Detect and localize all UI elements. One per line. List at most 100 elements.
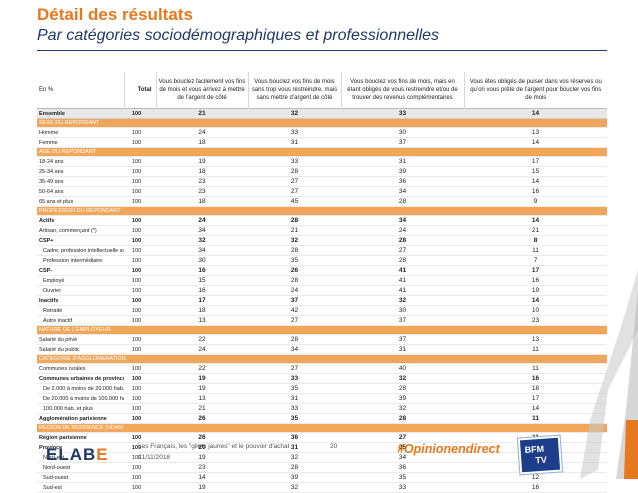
table-row: Ouvrier 100 16 24 41 19 [37,285,607,296]
row-label: Ensemble [37,108,124,119]
value-cell: 24 [156,344,248,355]
total-cell: 100 [124,156,156,167]
row-label: 35-49 ans [37,176,124,187]
value-cell: 36 [341,462,464,473]
value-cell: 26 [156,413,248,424]
value-cell: 37 [248,295,341,306]
value-cell: 34 [156,225,248,236]
section-header-row: SEXE DU REPONDANT [37,118,607,128]
total-cell: 100 [124,442,156,453]
value-cell: 31 [248,393,341,404]
table-row: 35-49 ans 100 23 27 36 14 [37,176,607,187]
row-label: Agglomération parisienne [37,413,124,424]
value-cell: 35 [248,383,341,394]
table-row: Salarié du privé 100 22 28 37 13 [37,334,607,345]
value-cell: 13 [464,127,607,138]
table-row: Retraité 100 18 42 30 10 [37,305,607,316]
value-cell: 31 [341,156,464,167]
row-label: Homme [37,127,124,138]
total-cell: 100 [124,265,156,276]
value-cell: 35 [341,442,464,453]
value-cell: 9 [464,196,607,207]
total-cell: 100 [124,255,156,266]
row-label: Région parisienne [37,432,124,443]
table-row: Communes urbaines de province 100 19 33 32 16 [37,373,607,384]
value-cell: 19 [156,452,248,463]
value-cell: 23 [156,462,248,473]
row-label: CSP- [37,265,124,276]
section-label: PROFESSION DU REPONDANT [37,206,607,216]
value-cell: 34 [156,245,248,256]
total-cell: 100 [124,432,156,443]
value-cell: 35 [341,472,464,483]
total-cell: 100 [124,403,156,414]
value-cell: 32 [156,235,248,246]
value-cell: 20 [156,442,248,453]
value-cell: 21 [156,108,248,119]
row-label: Profession intermédiaire [37,255,124,266]
column-header-answer-2: Vous bouclez vos fins de mois sans trop … [248,72,342,109]
value-cell: 32 [341,295,464,306]
row-label: 18-24 ans [37,156,124,167]
row-label: 50-64 ans [37,186,124,197]
column-header-unit: En % [37,72,125,109]
total-cell: 100 [124,315,156,326]
table-row: 18-24 ans 100 19 33 31 17 [37,156,607,167]
logo-accent-text: E [96,445,109,464]
value-cell: 22 [156,334,248,345]
value-cell: 34 [248,344,341,355]
table-row: Femme 100 18 31 37 14 [37,137,607,148]
total-cell: 100 [124,413,156,424]
row-label: CSP+ [37,235,124,246]
value-cell: 27 [248,315,341,326]
value-cell: 34 [341,452,464,463]
page-number: 20 [330,443,338,450]
row-label: Retraité [37,305,124,316]
section-label: AGE DU REPONDANT [37,147,607,157]
table-row: CSP- 100 16 26 41 17 [37,265,607,276]
value-cell: 30 [156,255,248,266]
table-row: De 20.000 à moins de 100.000 hab. 100 13 31… [37,393,607,404]
row-label: Femme [37,137,124,148]
row-label: Communes urbaines de province [37,373,124,384]
value-cell: 15 [464,166,607,177]
row-label: Salarié du public [37,344,124,355]
value-cell: 14 [156,472,248,483]
row-label: 25-34 ans [37,166,124,177]
value-cell: 42 [248,305,341,316]
value-cell: 14 [464,176,607,187]
row-label: Province [37,442,124,453]
value-cell: 41 [341,265,464,276]
value-cell: 10 [464,305,607,316]
value-cell: 28 [248,334,341,345]
column-header-total: Total [124,72,157,109]
table-row: Inactifs 100 17 37 32 14 [37,295,607,306]
value-cell: 30 [341,305,464,316]
value-cell: 16 [464,373,607,384]
value-cell: 27 [341,432,464,443]
value-cell: 23 [156,176,248,187]
total-cell: 100 [124,166,156,177]
row-label: 100.000 hab. et plus [37,403,124,414]
value-cell: 16 [156,285,248,296]
page-title: Détail des résultats [37,5,193,24]
value-cell: 32 [248,108,341,119]
section-header-row: AGE DU REPONDANT [37,147,607,157]
value-cell: 28 [248,215,341,226]
elabe-logo: ELABE [46,445,109,465]
table-row: Cadre, profession intellectuelle sup. 100… [37,245,607,256]
study-title: Les Français, les "gilets jaunes" et le … [138,443,290,450]
row-label: De 2.000 à moins de 20.000 hab. [37,383,124,394]
bfm-logo-text: BFM [524,443,545,456]
value-cell: 45 [248,196,341,207]
table-row: Employé 100 15 28 41 16 [37,275,607,286]
row-label: Sud-ouest [37,472,124,483]
row-label: Cadre, profession intellectuelle sup. [37,245,124,256]
total-cell: 100 [124,334,156,345]
value-cell: 30 [341,127,464,138]
row-label: Employé [37,275,124,286]
total-cell: 100 [124,462,156,473]
decorative-shapes-icon [580,270,638,479]
value-cell: 19 [464,285,607,296]
value-cell: 8 [464,235,607,246]
